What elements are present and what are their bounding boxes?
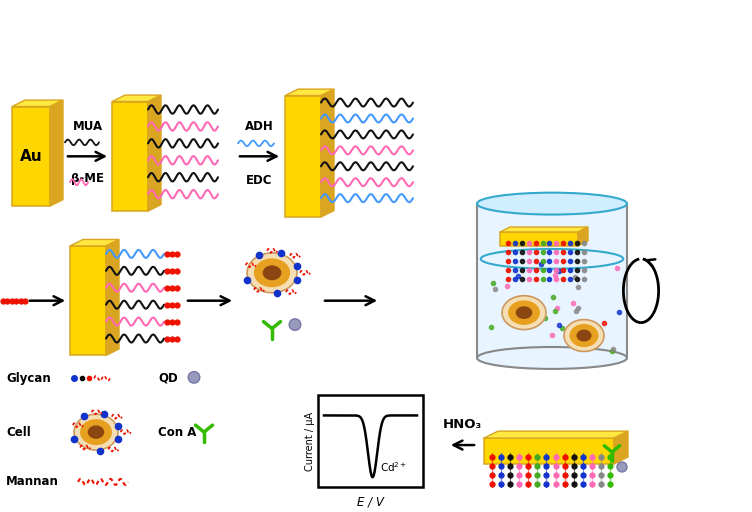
- Polygon shape: [614, 431, 628, 464]
- Text: E / V: E / V: [357, 496, 384, 509]
- Text: β-ME: β-ME: [71, 172, 104, 185]
- Text: Mannan: Mannan: [6, 476, 59, 488]
- Text: Cell: Cell: [6, 425, 31, 439]
- Ellipse shape: [74, 414, 118, 450]
- Text: Glycan: Glycan: [6, 372, 50, 385]
- Polygon shape: [70, 246, 106, 355]
- Text: Con A: Con A: [158, 425, 196, 439]
- Polygon shape: [50, 100, 63, 206]
- Ellipse shape: [564, 319, 604, 351]
- Polygon shape: [12, 106, 50, 206]
- Polygon shape: [70, 240, 119, 246]
- Polygon shape: [500, 232, 578, 246]
- Text: ADH: ADH: [245, 120, 274, 134]
- Text: Cd$^{2+}$: Cd$^{2+}$: [380, 460, 407, 474]
- Circle shape: [290, 319, 301, 330]
- Polygon shape: [106, 240, 119, 355]
- Polygon shape: [321, 89, 334, 217]
- Text: QD: QD: [158, 372, 177, 385]
- Polygon shape: [148, 95, 161, 211]
- Ellipse shape: [569, 324, 599, 347]
- Ellipse shape: [477, 193, 627, 215]
- Text: Au: Au: [20, 149, 42, 164]
- Polygon shape: [285, 96, 321, 217]
- Text: EDC: EDC: [246, 174, 273, 187]
- Ellipse shape: [508, 301, 540, 325]
- FancyBboxPatch shape: [318, 395, 423, 487]
- Ellipse shape: [516, 306, 532, 319]
- Circle shape: [617, 462, 627, 472]
- Polygon shape: [578, 227, 588, 246]
- Text: MUA: MUA: [72, 120, 102, 134]
- Polygon shape: [500, 227, 588, 232]
- Ellipse shape: [502, 296, 546, 330]
- Text: Current / μA: Current / μA: [305, 412, 315, 471]
- Ellipse shape: [80, 419, 112, 445]
- Ellipse shape: [577, 330, 592, 342]
- Polygon shape: [112, 95, 161, 101]
- Ellipse shape: [247, 253, 297, 293]
- Text: HNO₃: HNO₃: [443, 418, 482, 431]
- Ellipse shape: [477, 347, 627, 369]
- Polygon shape: [12, 100, 63, 106]
- Polygon shape: [484, 431, 628, 438]
- Ellipse shape: [254, 259, 290, 287]
- Polygon shape: [484, 438, 614, 464]
- Polygon shape: [285, 89, 334, 96]
- Ellipse shape: [262, 265, 281, 280]
- Polygon shape: [112, 101, 148, 211]
- Circle shape: [188, 372, 200, 383]
- FancyBboxPatch shape: [477, 204, 627, 358]
- Ellipse shape: [88, 425, 105, 439]
